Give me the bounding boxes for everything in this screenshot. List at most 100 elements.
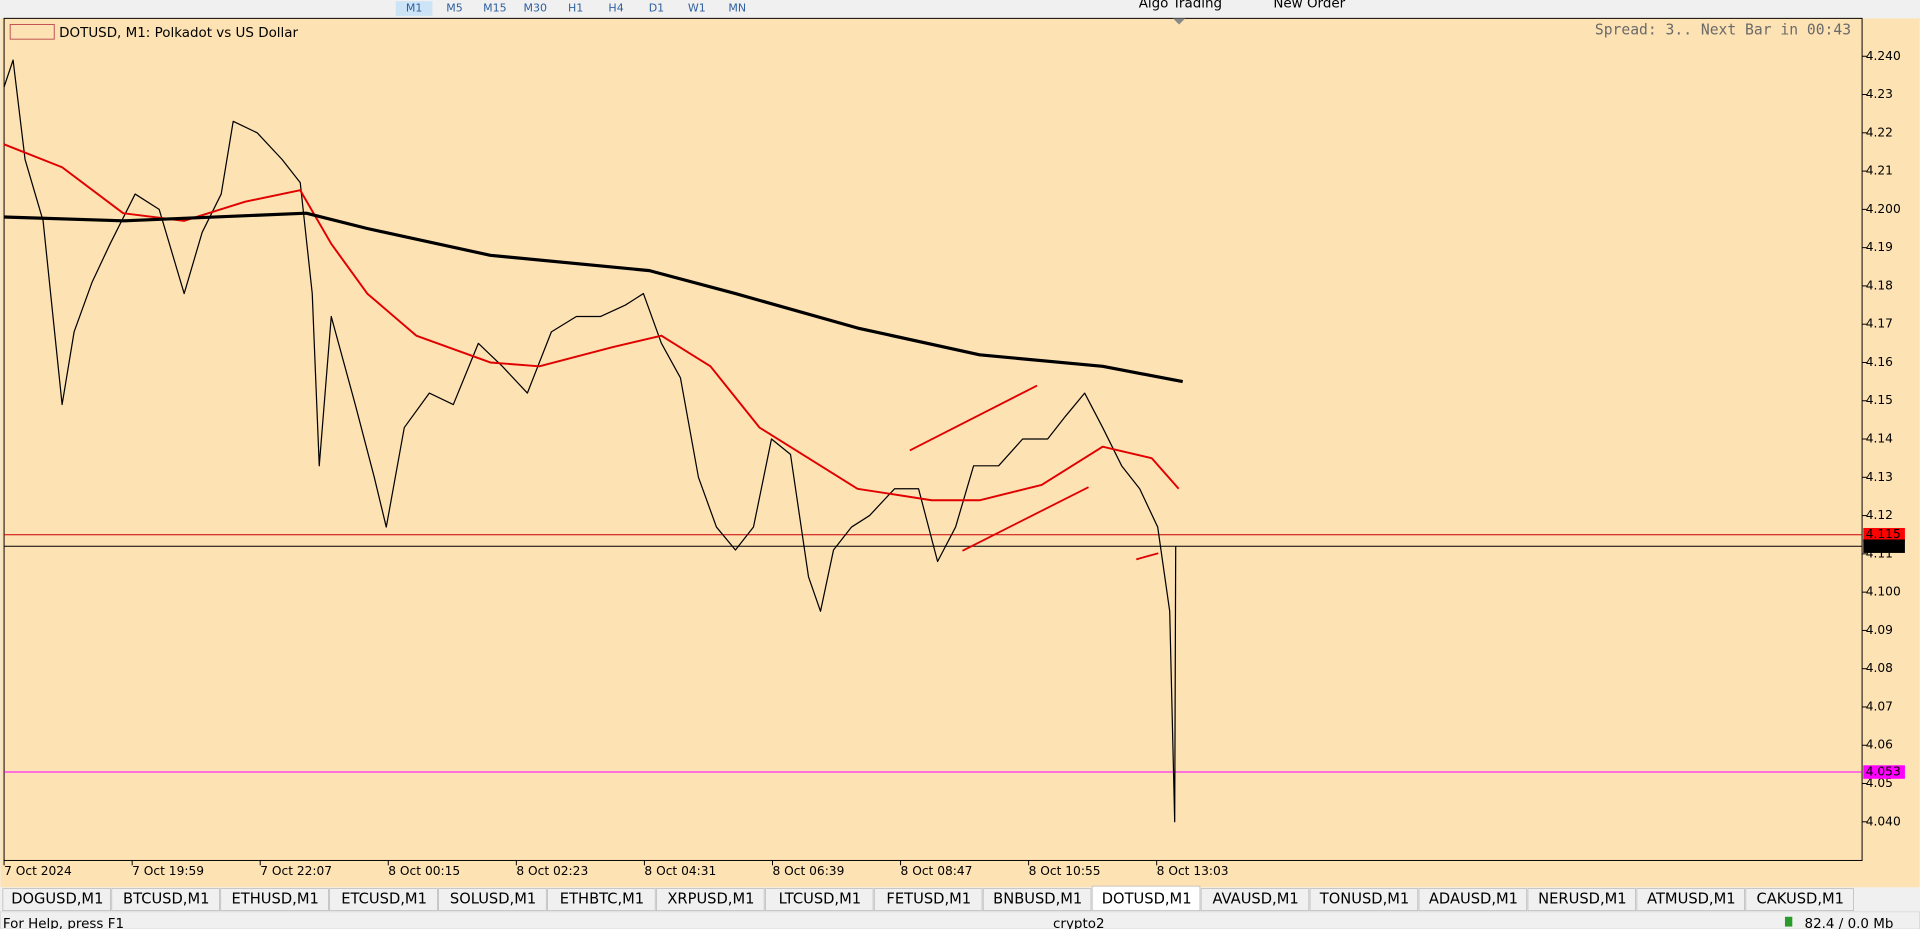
tab[interactable] xyxy=(1527,888,1637,912)
toolbar-buttons: M1 M5 M15 M30 H1 H4 D1 W1 MN Algo Trading New Orde… xyxy=(395,0,1346,16)
timeframe-label[interactable]: H4 xyxy=(608,2,623,15)
status-bar xyxy=(0,911,1920,929)
tab[interactable] xyxy=(2,888,111,912)
price-label: 4.115 xyxy=(1866,527,1901,541)
toolbar-button[interactable]: Algo Trading xyxy=(1139,0,1222,12)
y-tick-label: 4.07 xyxy=(1866,699,1893,713)
tab-label[interactable]: DOGUSD,M1 xyxy=(11,891,103,908)
status-memory: 82.4 / 0.0 Mb xyxy=(1805,917,1894,929)
y-tick-label: 4.09 xyxy=(1866,623,1893,637)
trend-line xyxy=(1136,552,1159,561)
y-tick-label: 4.21 xyxy=(1866,164,1893,178)
x-tick-label: 8 Oct 08:47 xyxy=(901,864,973,878)
x-tick-label: 7 Oct 19:59 xyxy=(132,864,204,878)
y-tick-label: 4.17 xyxy=(1866,317,1893,331)
y-tick-label: 4.040 xyxy=(1866,814,1901,828)
tab[interactable] xyxy=(1091,885,1201,912)
y-tick-label: 4.18 xyxy=(1866,278,1893,292)
tab-label[interactable]: LTCUSD,M1 xyxy=(779,891,862,908)
y-tick-label: 4.05 xyxy=(1866,776,1893,790)
toolbar-button[interactable]: New Order xyxy=(1273,0,1345,12)
tab-label[interactable]: XRPUSD,M1 xyxy=(667,891,754,908)
x-tick-label: 7 Oct 2024 xyxy=(4,864,72,878)
chart-title: DOTUSD, M1: Polkadot vs US Dollar xyxy=(59,26,298,41)
trend-line xyxy=(909,384,1038,452)
x-tick-label: 8 Oct 04:31 xyxy=(644,864,716,878)
x-tick-label: 7 Oct 22:07 xyxy=(260,864,332,878)
y-tick-label: 4.08 xyxy=(1866,661,1893,675)
y-tick-label: 4.23 xyxy=(1866,87,1893,101)
tab-label[interactable]: BNBUSD,M1 xyxy=(993,891,1082,908)
y-tick-label: 4.14 xyxy=(1866,432,1893,446)
chart-icons xyxy=(9,23,55,40)
y-tick-label: 4.16 xyxy=(1866,355,1893,369)
y-tick-label: 4.200 xyxy=(1866,202,1901,216)
tab[interactable] xyxy=(1636,888,1745,912)
tab[interactable] xyxy=(547,888,656,912)
y-tick-label: 4.22 xyxy=(1866,125,1893,139)
x-tick-label: 8 Oct 00:15 xyxy=(388,864,460,878)
tab-label[interactable]: SOLUSD,M1 xyxy=(450,891,536,908)
toolbar xyxy=(0,0,1920,19)
tab-label[interactable]: FETUSD,M1 xyxy=(886,891,971,908)
tab-label[interactable]: BTCUSD,M1 xyxy=(123,891,209,908)
timeframe-label[interactable]: M15 xyxy=(483,2,507,15)
tab-label[interactable]: NERUSD,M1 xyxy=(1538,891,1626,908)
tab-label[interactable]: DOTUSD,M1 xyxy=(1102,891,1192,908)
tab[interactable] xyxy=(982,888,1092,912)
tab-label[interactable]: CAKUSD,M1 xyxy=(1757,891,1845,908)
tab-label[interactable]: AVAUSD,M1 xyxy=(1212,891,1298,908)
tabs: DOGUSD,M1 BTCUSD,M1 ETHUSD,M1 ETCUSD,M1 SOLU… xyxy=(2,885,1854,912)
tab[interactable] xyxy=(111,888,220,912)
y-tick-label: 4.15 xyxy=(1866,393,1893,407)
series-line xyxy=(4,211,1184,384)
tab[interactable] xyxy=(1418,888,1528,912)
timeframe-label[interactable]: M1 xyxy=(406,2,423,15)
y-tick-label: 4.13 xyxy=(1866,470,1893,484)
timeframe-label[interactable]: H1 xyxy=(568,2,583,15)
x-tick-label: 8 Oct 13:03 xyxy=(1157,864,1229,878)
series-line xyxy=(3,59,1177,823)
tab-label[interactable]: TONUSD,M1 xyxy=(1319,891,1410,908)
timeframe-label[interactable]: M30 xyxy=(524,2,548,15)
x-tick-label: 8 Oct 10:55 xyxy=(1029,864,1101,878)
timeframe-button[interactable] xyxy=(395,1,433,16)
tab[interactable] xyxy=(873,888,983,912)
tab[interactable] xyxy=(656,888,765,912)
tab-label[interactable]: ETHBTC,M1 xyxy=(560,891,644,908)
tab-label[interactable]: ETCUSD,M1 xyxy=(341,891,427,908)
shift-marker xyxy=(1172,18,1186,25)
tab[interactable] xyxy=(329,888,438,912)
tab[interactable] xyxy=(438,888,547,912)
tab[interactable] xyxy=(1745,888,1854,912)
tab[interactable] xyxy=(1200,888,1310,912)
timeframe-label[interactable]: MN xyxy=(728,2,746,15)
timeframe-label[interactable]: W1 xyxy=(688,2,706,15)
timeframe-label[interactable]: M5 xyxy=(446,2,462,15)
series-line xyxy=(3,143,1180,502)
price-label: 4.053 xyxy=(1866,765,1901,779)
price-label: 4.112 xyxy=(1866,539,1901,553)
x-tick-label: 8 Oct 06:39 xyxy=(772,864,844,878)
spread-info: Spread: 3.. Next Bar in 00:43 xyxy=(1595,22,1851,39)
chart-window xyxy=(0,18,1920,888)
tab[interactable] xyxy=(220,888,329,912)
tab-label[interactable]: ADAUSD,M1 xyxy=(1429,891,1518,908)
y-tick-label: 4.06 xyxy=(1866,738,1893,752)
tab-label[interactable]: ATMUSD,M1 xyxy=(1647,891,1736,908)
y-tick-label: 4.12 xyxy=(1866,508,1893,522)
price-label-box xyxy=(1863,539,1905,553)
price-label-box xyxy=(1863,527,1905,542)
tab-label[interactable]: ETHUSD,M1 xyxy=(232,891,319,908)
x-tick-label: 8 Oct 02:23 xyxy=(516,864,588,878)
status-help: For Help, press F1 xyxy=(3,917,124,929)
timeframe-label[interactable]: D1 xyxy=(649,2,664,15)
tab[interactable] xyxy=(765,888,874,912)
y-tick-label: 4.19 xyxy=(1866,240,1893,254)
status-profile: crypto2 xyxy=(1053,917,1105,929)
tab[interactable] xyxy=(1309,888,1419,912)
trend-line xyxy=(962,486,1089,552)
